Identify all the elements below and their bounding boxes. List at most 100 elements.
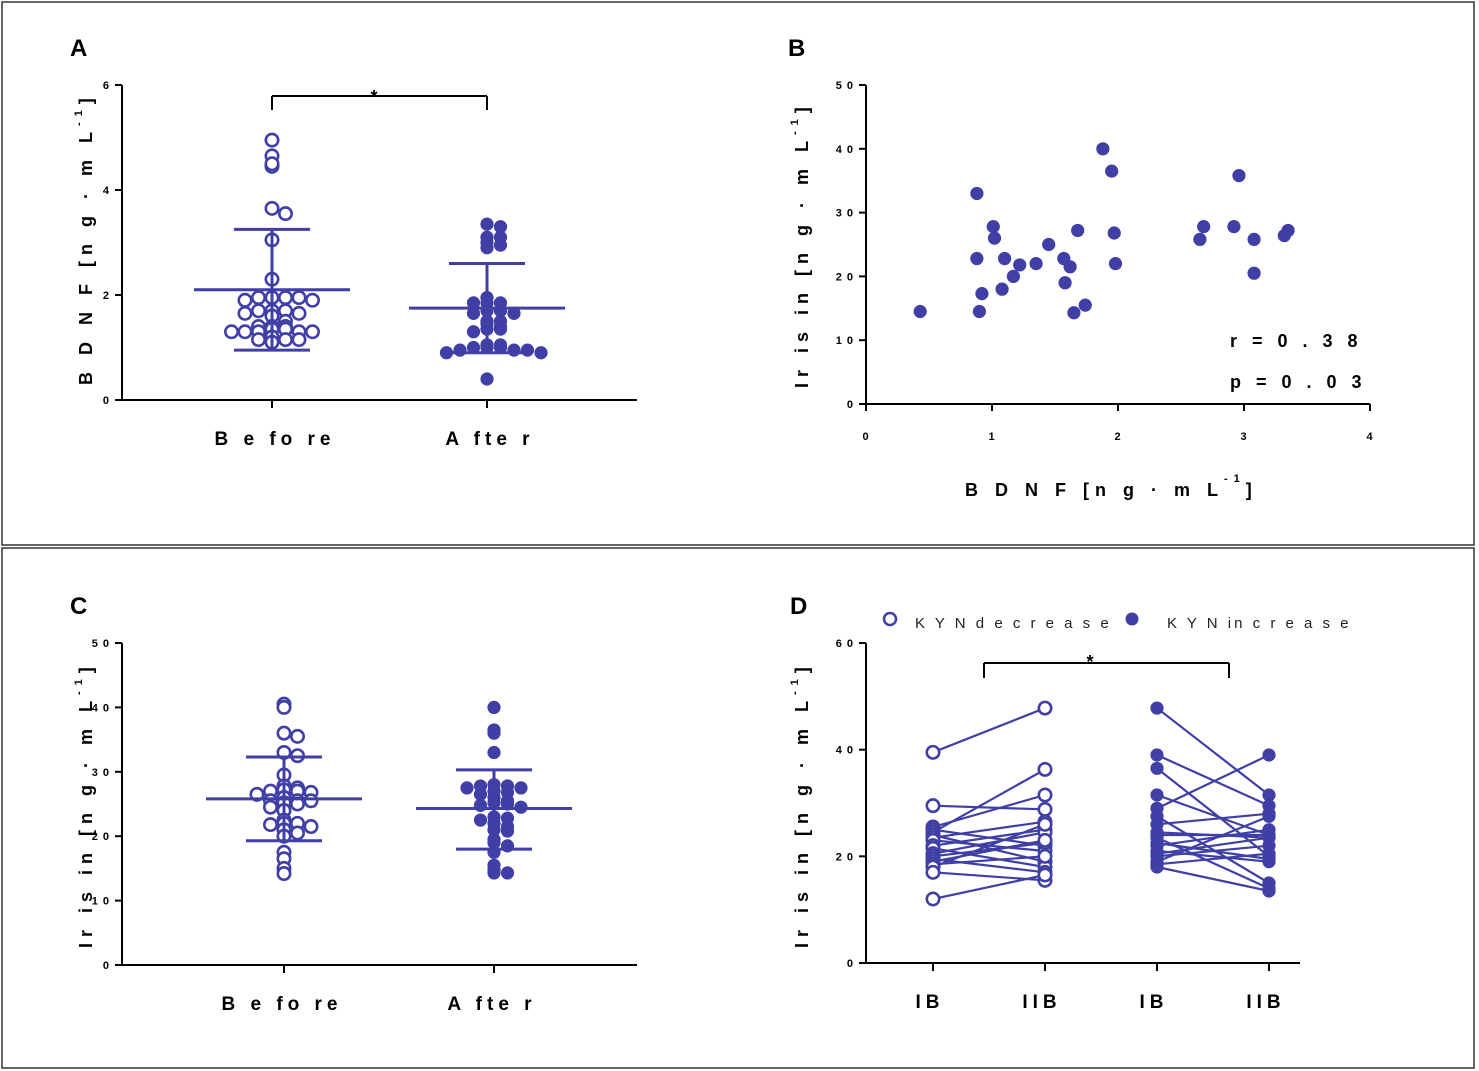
panel-b-x-tick-label: 2: [1114, 431, 1121, 443]
panel-d-category-4: IIB: [1246, 992, 1285, 1013]
panel-d-decrease-connector: [932, 831, 1046, 855]
panel-b-point: [1013, 258, 1027, 272]
panel-d-increase-point-end: [1262, 847, 1276, 861]
panel-c-y-axis-label: Ir is in [n g · m L-1]: [73, 661, 96, 948]
panel-b-y-tick-label: 4 0: [836, 144, 854, 156]
panel-d-increase-point-end: [1262, 748, 1276, 762]
panel-d-increase-point-start: [1150, 748, 1164, 762]
panel-d-increase-connector: [1156, 793, 1270, 837]
panel-a-marks: [122, 95, 637, 408]
panel-d-y-tick-label: 0: [847, 958, 854, 970]
panel-b-point: [1029, 257, 1043, 271]
panel-c-irisin-before-after: 01 02 03 04 05 0 Ir is in [n g · m L-1] …: [73, 638, 637, 1015]
panel-b-y-tick-label: 3 0: [836, 208, 854, 220]
panel-d-increase-point-start: [1150, 860, 1164, 874]
panel-b-x-axis-label: B D N F [n g · m L-1]: [965, 473, 1258, 500]
panel-c-before-point: [303, 793, 319, 809]
panel-d-increase-point-start: [1150, 761, 1164, 775]
panel-a-before-point: [304, 292, 320, 308]
panel-c-before-point: [276, 866, 292, 882]
top-frame: [1, 1, 1475, 546]
panel-a-after-point: [466, 306, 481, 320]
panel-d-increase-connector: [1156, 865, 1270, 893]
panel-c-before-point: [276, 725, 292, 741]
panel-d-increase-point-end: [1262, 809, 1276, 823]
panel-label-b: B: [788, 35, 805, 62]
panel-a-before-point: [291, 332, 307, 348]
panel-c-after-point: [487, 745, 501, 760]
panel-d-decrease-connector: [932, 820, 1046, 839]
panel-a-before-point: [304, 324, 320, 340]
panel-d-decrease-connector: [932, 841, 1046, 858]
panel-d-y-tick-label: 6 0: [836, 638, 854, 650]
panel-d-irisin-kyn-groups: 0 2 0 4 0 6 0 Ir is in [n g · m L-1] IB IIB…: [789, 611, 1352, 1013]
panel-b-point: [1108, 257, 1123, 271]
panel-b-p-value: p = 0 . 0 3: [1230, 372, 1367, 392]
panel-d-decrease-connector: [932, 873, 1046, 901]
panel-a-y-axis-label: B D N F [n g · m L-1]: [73, 92, 96, 385]
panel-d-increase-connector: [1156, 815, 1270, 884]
panel-d-marks: [866, 662, 1300, 971]
panel-c-y-tick-label: 1 0: [92, 896, 110, 908]
panel-b-point: [972, 304, 987, 319]
panel-c-after-point: [473, 787, 488, 801]
panel-c-after-point: [487, 866, 501, 880]
panel-b-r-value: r = 0 . 3 8: [1230, 331, 1363, 351]
panel-a-y-tick-label: 0: [103, 395, 110, 407]
panel-a-before-point: [224, 324, 240, 340]
panel-d-increase-connector: [1156, 812, 1270, 826]
panel-b-point: [913, 304, 927, 319]
panel-c-y-tick-label: 3 0: [92, 767, 110, 779]
panel-c-before-point: [289, 825, 305, 841]
panel-c-y-tick-label: 5 0: [92, 638, 110, 650]
panel-b-point: [1227, 220, 1241, 234]
panel-a-before-point: [237, 305, 253, 321]
panel-b-point: [1232, 168, 1246, 183]
panel-a-y-tick-label: 6: [103, 80, 110, 92]
panel-b-point: [1247, 232, 1261, 246]
panel-b-marks: [913, 142, 1295, 320]
panel-a-after-point: [493, 340, 508, 355]
panel-b-point: [1078, 298, 1092, 312]
panel-b-point: [995, 282, 1009, 296]
panel-c-before-point: [276, 699, 292, 715]
panel-d-decrease-point-start: [925, 798, 941, 814]
panel-a-before-point: [237, 324, 253, 340]
panel-b-y-tick-label: 1 0: [836, 335, 854, 347]
panel-a-after-point: [534, 346, 548, 360]
panel-c-category-after: A fte r: [447, 994, 536, 1015]
panel-d-increase-connector: [1156, 767, 1270, 858]
panel-a-after-point: [480, 241, 494, 255]
panel-b-point: [1067, 306, 1081, 320]
legend-filled-marker: [1125, 612, 1139, 626]
panel-d-y-tick-label: 4 0: [836, 745, 854, 757]
panel-a-after-point: [439, 346, 454, 360]
panel-d-decrease-connector: [932, 768, 1046, 834]
panel-d-category-3: IB: [1140, 992, 1169, 1013]
bottom-frame: [1, 547, 1475, 1069]
panel-b-point: [1096, 142, 1110, 156]
panel-a-before-point: [237, 292, 253, 308]
panel-d-decrease-point-start: [925, 891, 941, 907]
panel-b-point: [987, 231, 1002, 245]
panel-d-increase-connector: [1156, 753, 1270, 807]
panel-c-before-point: [262, 799, 278, 815]
panel-c-y-tick-label: 0: [103, 960, 110, 972]
panel-b-y-axis-label: Ir is in [n g · m L-1]: [789, 101, 812, 388]
panel-d-increase-connector: [1156, 815, 1270, 863]
panel-d-increase-connector: [1156, 852, 1270, 866]
panel-a-after-point: [507, 306, 521, 320]
panel-a-before-point: [277, 290, 293, 306]
panel-d-decrease-connector: [932, 847, 1046, 869]
panel-b-y-tick-label: 0: [847, 399, 854, 411]
panel-d-decrease-point-end: [1037, 867, 1053, 883]
panel-b-point: [998, 251, 1012, 266]
panel-d-increase-connector: [1156, 828, 1270, 847]
panel-a-after-point: [493, 238, 508, 252]
legend-kyn-increase: K Y N in c r e a s e: [1167, 615, 1352, 632]
panel-c-y-tick-label: 2 0: [92, 831, 110, 843]
panel-label-a: A: [70, 35, 87, 62]
panel-d-decrease-connector: [932, 857, 1046, 874]
panel-d-decrease-connector: [932, 823, 1046, 869]
panel-d-decrease-connector: [932, 839, 1046, 863]
